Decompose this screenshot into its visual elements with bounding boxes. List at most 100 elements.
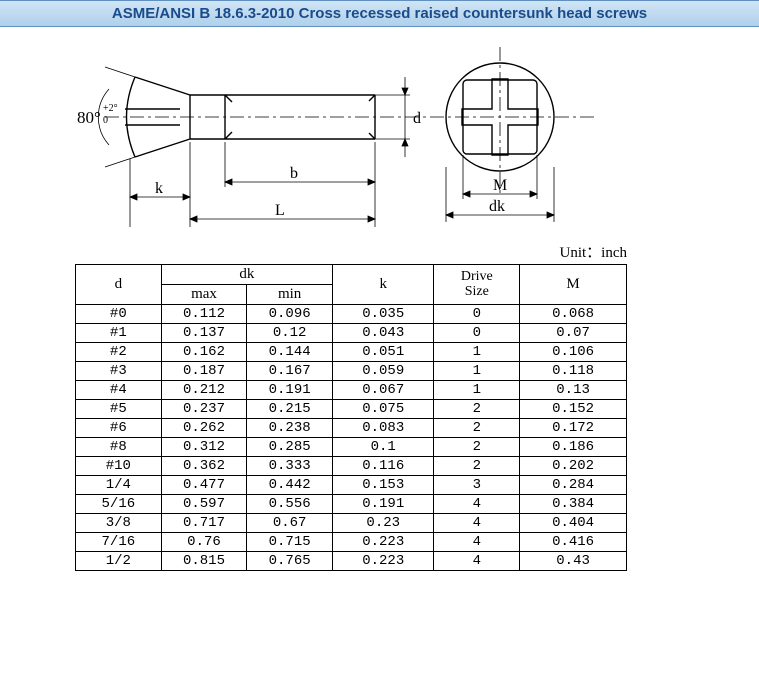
cell-dk_min: 0.12 [247, 324, 333, 343]
cell-dk_max: 0.717 [161, 514, 247, 533]
dim-dk: dk [489, 198, 505, 215]
cell-dk_min: 0.167 [247, 362, 333, 381]
cell-k: 0.083 [332, 419, 434, 438]
page-title: ASME/ANSI B 18.6.3-2010 Cross recessed r… [112, 5, 647, 22]
cell-dk_min: 0.215 [247, 400, 333, 419]
cell-d: #5 [76, 400, 162, 419]
header-row-1: d dk k DriveSize M [76, 265, 627, 285]
cell-dk_max: 0.815 [161, 552, 247, 571]
cell-d: 1/4 [76, 476, 162, 495]
cell-d: 3/8 [76, 514, 162, 533]
cell-k: 0.067 [332, 381, 434, 400]
cell-m: 0.172 [520, 419, 627, 438]
cell-dk_max: 0.597 [161, 495, 247, 514]
table-row: 5/160.5970.5560.19140.384 [76, 495, 627, 514]
cell-d: #4 [76, 381, 162, 400]
cell-dk_min: 0.715 [247, 533, 333, 552]
cell-dk_max: 0.362 [161, 457, 247, 476]
table-row: #60.2620.2380.08320.172 [76, 419, 627, 438]
header-dk: dk [161, 265, 332, 285]
cell-m: 0.106 [520, 343, 627, 362]
cell-dk_max: 0.212 [161, 381, 247, 400]
table-row: 3/80.7170.670.2340.404 [76, 514, 627, 533]
cell-drive: 1 [434, 343, 520, 362]
header-d: d [76, 265, 162, 305]
cell-dk_max: 0.187 [161, 362, 247, 381]
table-row: #100.3620.3330.11620.202 [76, 457, 627, 476]
dim-b: b [290, 165, 298, 182]
cell-drive: 1 [434, 381, 520, 400]
cell-dk_max: 0.137 [161, 324, 247, 343]
cell-dk_min: 0.238 [247, 419, 333, 438]
cell-drive: 4 [434, 514, 520, 533]
cell-d: 5/16 [76, 495, 162, 514]
table-row: #00.1120.0960.03500.068 [76, 305, 627, 324]
dim-M: M [493, 177, 507, 194]
cell-drive: 2 [434, 400, 520, 419]
cell-dk_min: 0.191 [247, 381, 333, 400]
angle-tol-top: +2° [103, 103, 118, 114]
cell-k: 0.075 [332, 400, 434, 419]
cell-drive: 4 [434, 552, 520, 571]
cell-dk_min: 0.144 [247, 343, 333, 362]
cell-d: #8 [76, 438, 162, 457]
angle-tol-bot: 0 [103, 115, 108, 126]
page-title-bar: ASME/ANSI B 18.6.3-2010 Cross recessed r… [0, 0, 759, 27]
cell-dk_max: 0.76 [161, 533, 247, 552]
cell-m: 0.43 [520, 552, 627, 571]
table-row: #80.3120.2850.120.186 [76, 438, 627, 457]
cell-m: 0.416 [520, 533, 627, 552]
cell-d: #6 [76, 419, 162, 438]
cell-k: 0.153 [332, 476, 434, 495]
cell-m: 0.202 [520, 457, 627, 476]
cell-k: 0.051 [332, 343, 434, 362]
dim-d: d [413, 110, 421, 127]
table-row: #40.2120.1910.06710.13 [76, 381, 627, 400]
cell-dk_min: 0.556 [247, 495, 333, 514]
cell-drive: 0 [434, 324, 520, 343]
cell-drive: 0 [434, 305, 520, 324]
cell-m: 0.384 [520, 495, 627, 514]
cell-dk_min: 0.285 [247, 438, 333, 457]
spec-table: d dk k DriveSize M max min #00.1120.0960… [75, 264, 627, 571]
cell-k: 0.223 [332, 533, 434, 552]
table-row: 1/40.4770.4420.15330.284 [76, 476, 627, 495]
header-k: k [332, 265, 434, 305]
cell-m: 0.13 [520, 381, 627, 400]
cell-d: #2 [76, 343, 162, 362]
cell-drive: 2 [434, 457, 520, 476]
header-dk-max: max [161, 285, 247, 305]
table-row: 7/160.760.7150.22340.416 [76, 533, 627, 552]
cell-dk_min: 0.765 [247, 552, 333, 571]
cell-d: #0 [76, 305, 162, 324]
screw-diagram: 80° +2° 0 [75, 47, 595, 237]
cell-d: #1 [76, 324, 162, 343]
angle-label: 80° [77, 108, 101, 127]
cell-drive: 2 [434, 419, 520, 438]
cell-dk_max: 0.112 [161, 305, 247, 324]
cell-drive: 4 [434, 533, 520, 552]
cell-k: 0.116 [332, 457, 434, 476]
cell-dk_max: 0.237 [161, 400, 247, 419]
table-row: #10.1370.120.04300.07 [76, 324, 627, 343]
cell-k: 0.059 [332, 362, 434, 381]
header-m: M [520, 265, 627, 305]
content-area: 80° +2° 0 [0, 27, 675, 571]
header-drive-size: DriveSize [434, 265, 520, 305]
cell-dk_max: 0.162 [161, 343, 247, 362]
cell-d: #10 [76, 457, 162, 476]
table-row: #20.1620.1440.05110.106 [76, 343, 627, 362]
cell-m: 0.07 [520, 324, 627, 343]
cell-m: 0.404 [520, 514, 627, 533]
table-row: 1/20.8150.7650.22340.43 [76, 552, 627, 571]
cell-d: #3 [76, 362, 162, 381]
cell-drive: 4 [434, 495, 520, 514]
cell-k: 0.1 [332, 438, 434, 457]
cell-k: 0.043 [332, 324, 434, 343]
cell-dk_max: 0.262 [161, 419, 247, 438]
cell-dk_min: 0.333 [247, 457, 333, 476]
cell-drive: 1 [434, 362, 520, 381]
table-row: #30.1870.1670.05910.118 [76, 362, 627, 381]
cell-d: 7/16 [76, 533, 162, 552]
cell-dk_min: 0.442 [247, 476, 333, 495]
